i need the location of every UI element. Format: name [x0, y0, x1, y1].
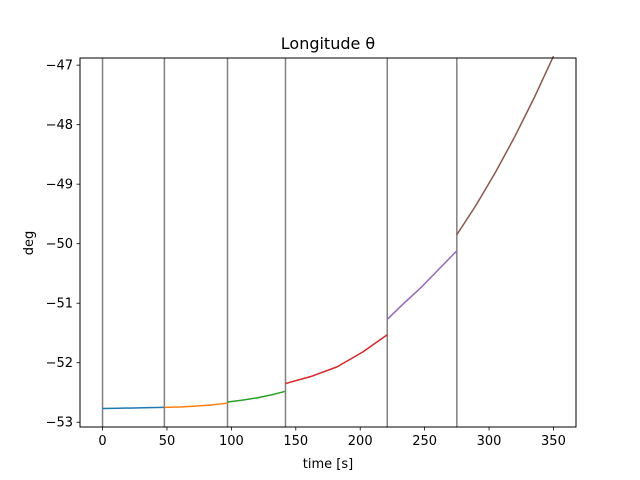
y-axis-label: deg — [22, 231, 37, 256]
y-tick-label: −52 — [46, 356, 73, 371]
y-tick-label: −47 — [46, 59, 73, 74]
x-tick-label: 0 — [98, 434, 106, 449]
x-axis-label: time [s] — [303, 457, 353, 472]
y-tick-label: −50 — [46, 237, 73, 252]
y-tick-label: −53 — [46, 416, 73, 431]
x-tick-label: 300 — [477, 434, 502, 449]
x-tick-label: 250 — [412, 434, 437, 449]
chart-title: Longitude θ — [281, 34, 375, 53]
y-tick-label: −51 — [46, 297, 73, 312]
y-tick-label: −49 — [46, 178, 73, 193]
y-tick-label: −48 — [46, 118, 73, 133]
x-tick-label: 200 — [348, 434, 373, 449]
x-tick-label: 50 — [159, 434, 176, 449]
x-tick-label: 100 — [219, 434, 244, 449]
x-tick-label: 350 — [541, 434, 566, 449]
x-tick-label: 150 — [283, 434, 308, 449]
